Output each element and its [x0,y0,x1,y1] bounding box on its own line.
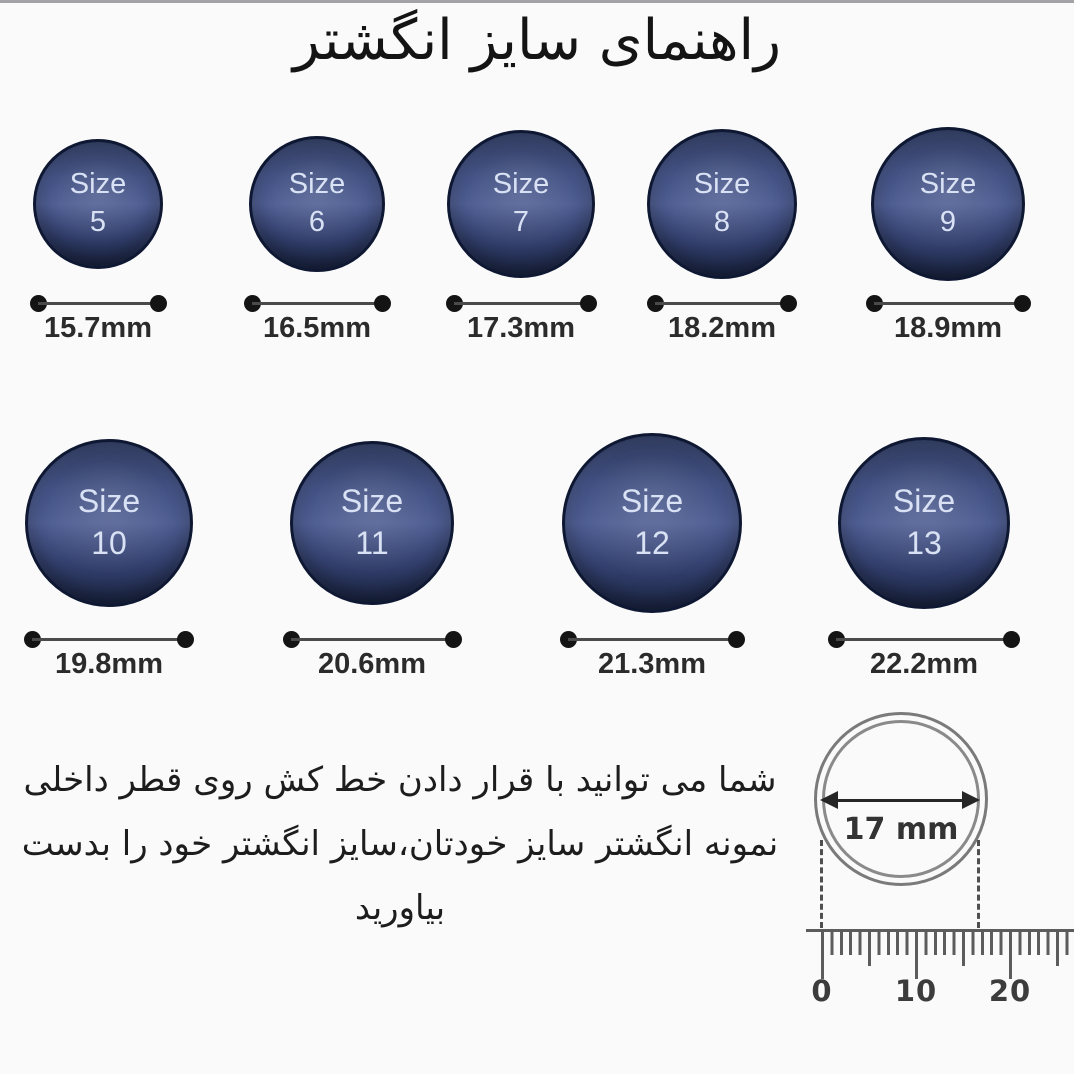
line-endpoint-dot [728,631,745,648]
diameter-value: 17.3mm [466,312,575,344]
arrow-right-head-icon [962,791,980,809]
diameter-value: 18.9mm [893,312,1002,344]
ring-size-text: Size 7 [492,168,550,238]
ring-circle-size-8: Size 8 [647,129,797,279]
arrow-left-head-icon [820,791,838,809]
line-endpoint-dot [1003,631,1020,648]
ring-size-text: Size 13 [892,483,956,561]
ring-size-text: Size 10 [77,483,141,561]
diameter-arrow-line [838,799,962,802]
ruler-label-20: 20 [988,974,1032,1008]
diameter-line [24,631,194,648]
line-endpoint-dot [374,295,391,312]
ring-circle-size-13: Size 13 [838,437,1010,609]
line-bar [655,302,789,305]
line-bar [874,302,1023,305]
diameter-line [647,295,797,312]
ruler-baseline [806,929,1074,932]
instruction-text: شما می توانید با قرار دادن خط کش روی قطر… [0,748,800,940]
diameter-measure-label: 17 mm [843,812,959,847]
diameter-value: 15.7mm [43,312,152,344]
ring-size-text: Size 5 [69,168,127,238]
line-bar [568,638,737,641]
ruler-label-10: 10 [894,974,938,1008]
ruler-label-0: 0 [811,974,833,1008]
ring-circle-size-11: Size 11 [290,441,454,605]
ring-size-text: Size 12 [620,483,684,561]
line-endpoint-dot [445,631,462,648]
line-endpoint-dot [580,295,597,312]
line-bar [291,638,454,641]
diameter-value: 18.2mm [667,312,776,344]
ring-size-text: Size 9 [919,168,977,238]
ruler-10mm-ticks [821,932,1073,979]
line-bar [836,638,1012,641]
line-endpoint-dot [1014,295,1031,312]
diameter-value: 22.2mm [869,648,978,680]
diameter-value: 16.5mm [262,312,371,344]
diameter-value: 19.8mm [54,648,163,680]
line-bar [454,302,589,305]
ring-size-text: Size 11 [340,483,404,561]
instruction-line-2: نمونه انگشتر سایز خودتان،سایز انگشتر خود… [21,824,779,928]
diameter-line [446,295,597,312]
ring-circle-size-9: Size 9 [871,127,1025,281]
line-endpoint-dot [150,295,167,312]
ring-size-text: Size 8 [693,168,751,238]
line-bar [38,302,159,305]
diameter-line [828,631,1020,648]
line-endpoint-dot [780,295,797,312]
diameter-value: 21.3mm [597,648,706,680]
ring-circle-size-10: Size 10 [25,439,193,607]
diameter-value: 20.6mm [317,648,426,680]
diameter-line [30,295,167,312]
diameter-line [560,631,745,648]
ring-circle-size-5: Size 5 [33,139,163,269]
line-endpoint-dot [177,631,194,648]
line-bar [252,302,383,305]
line-bar [32,638,186,641]
ruler-ticks [821,932,1073,980]
diameter-line [866,295,1031,312]
dashed-guide-line-right [977,840,980,928]
ring-circle-size-6: Size 6 [249,136,385,272]
ring-size-text: Size 6 [288,168,346,238]
diameter-line [244,295,391,312]
ring-circle-size-7: Size 7 [447,130,595,278]
instruction-line-1: شما می توانید با قرار دادن خط کش روی قطر… [23,760,777,800]
dashed-guide-line-left [820,840,823,928]
diameter-line [283,631,462,648]
ring-circle-size-12: Size 12 [562,433,742,613]
top-border-line [0,0,1074,3]
page-title: راهنمای سایز انگشتر [292,8,782,73]
